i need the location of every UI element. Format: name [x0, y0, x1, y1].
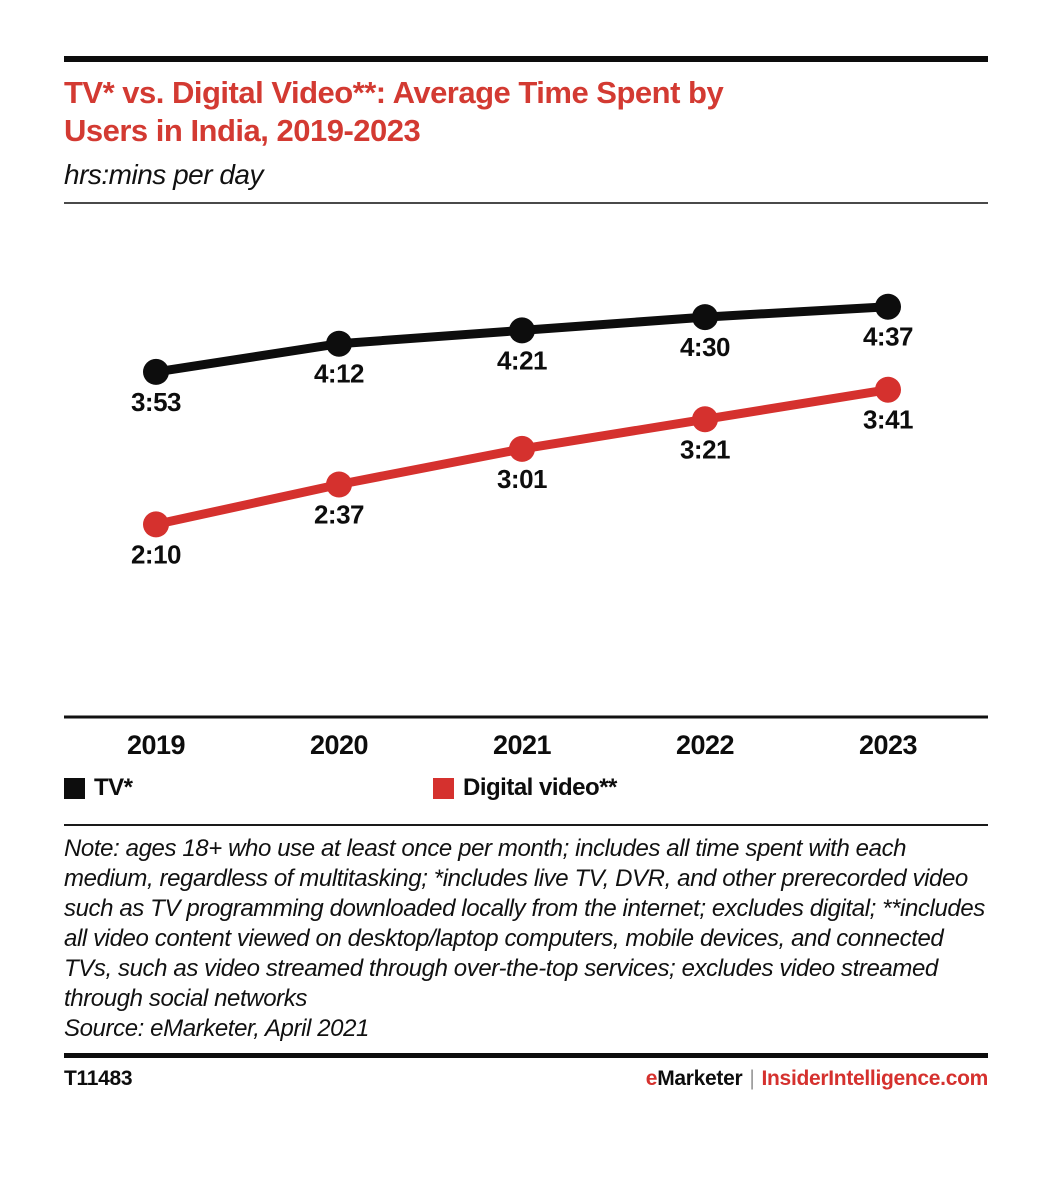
chart-subtitle: hrs:mins per day [64, 159, 263, 190]
data-point-tv-2022 [692, 304, 718, 331]
tv-legend-swatch [64, 777, 85, 799]
line-chart-canvas: 2019 2020 2021 2022 2023 3:53 4:12 4:21 4:30 4:37… [64, 293, 988, 760]
data-point-tv-2019 [143, 358, 169, 385]
digital-video-legend-swatch [433, 777, 454, 799]
data-point-tv-2021 [509, 317, 535, 344]
brand-emarketer-e: e [645, 1067, 658, 1090]
data-point-tv-2023 [875, 293, 901, 320]
data-point-label-digital-video-2023: 3:41 [863, 405, 913, 435]
data-point-tv-2020 [326, 330, 352, 357]
data-point-digital-video-2023 [875, 376, 901, 403]
brand-emarketer-rest: Marketer [657, 1067, 743, 1090]
chart-id: T11483 [64, 1067, 133, 1090]
data-point-digital-video-2020 [326, 471, 352, 498]
x-axis-tick-label-2021: 2021 [493, 730, 552, 760]
digital-video-legend-label: Digital video** [463, 774, 617, 801]
data-point-digital-video-2022 [692, 406, 718, 433]
source-text: Source: eMarketer, April 2021 [64, 1015, 370, 1042]
data-point-digital-video-2019 [143, 511, 169, 538]
x-axis-tick-label-2023: 2023 [859, 730, 918, 760]
brand-separator: | [749, 1067, 755, 1090]
insider-intelligence-link[interactable]: InsiderIntelligence.com [761, 1067, 989, 1090]
chart-title-line1: TV* vs. Digital Video**: Average Time Sp… [64, 75, 724, 110]
report-page: TV* vs. Digital Video**: Average Time Sp… [64, 56, 988, 1091]
data-point-label-tv-2021: 4:21 [497, 345, 547, 375]
subtitle-divider [64, 202, 988, 204]
chart-title: TV* vs. Digital Video**: Average Time Sp… [64, 74, 988, 150]
line-chart: 2019 2020 2021 2022 2023 3:53 4:12 4:21 4:30 4:37… [64, 206, 988, 762]
data-point-label-digital-video-2022: 3:21 [680, 434, 730, 464]
legend-item-digital-video: Digital video** [433, 774, 617, 802]
data-point-label-digital-video-2019: 2:10 [131, 539, 181, 569]
tv-legend-label: TV* [94, 774, 133, 801]
x-axis-tick-label-2020: 2020 [310, 730, 368, 760]
footer: T11483 eMarketer | InsiderIntelligence.com [64, 1058, 988, 1091]
data-point-label-tv-2023: 4:37 [863, 322, 913, 352]
footnote: Note: ages 18+ who use at least once per… [64, 824, 988, 1044]
legend-item-tv: TV* [64, 774, 133, 802]
data-point-label-tv-2020: 4:12 [314, 359, 364, 389]
brand-lockup: eMarketer | InsiderIntelligence.com [645, 1067, 989, 1091]
data-point-label-tv-2022: 4:30 [680, 332, 730, 362]
x-axis-tick-label-2019: 2019 [127, 730, 186, 760]
data-point-digital-video-2021 [509, 435, 535, 462]
data-point-label-digital-video-2020: 2:37 [314, 500, 364, 530]
footnote-text: Note: ages 18+ who use at least once per… [64, 835, 985, 1012]
chart-legend: TV* Digital video** [64, 774, 988, 802]
top-divider [64, 56, 988, 62]
chart-title-line2: Users in India, 2019-2023 [64, 113, 421, 148]
footer-divider [64, 1053, 988, 1058]
data-point-label-tv-2019: 3:53 [131, 387, 181, 417]
x-axis-tick-label-2022: 2022 [676, 730, 734, 760]
data-point-label-digital-video-2021: 3:01 [497, 464, 547, 494]
